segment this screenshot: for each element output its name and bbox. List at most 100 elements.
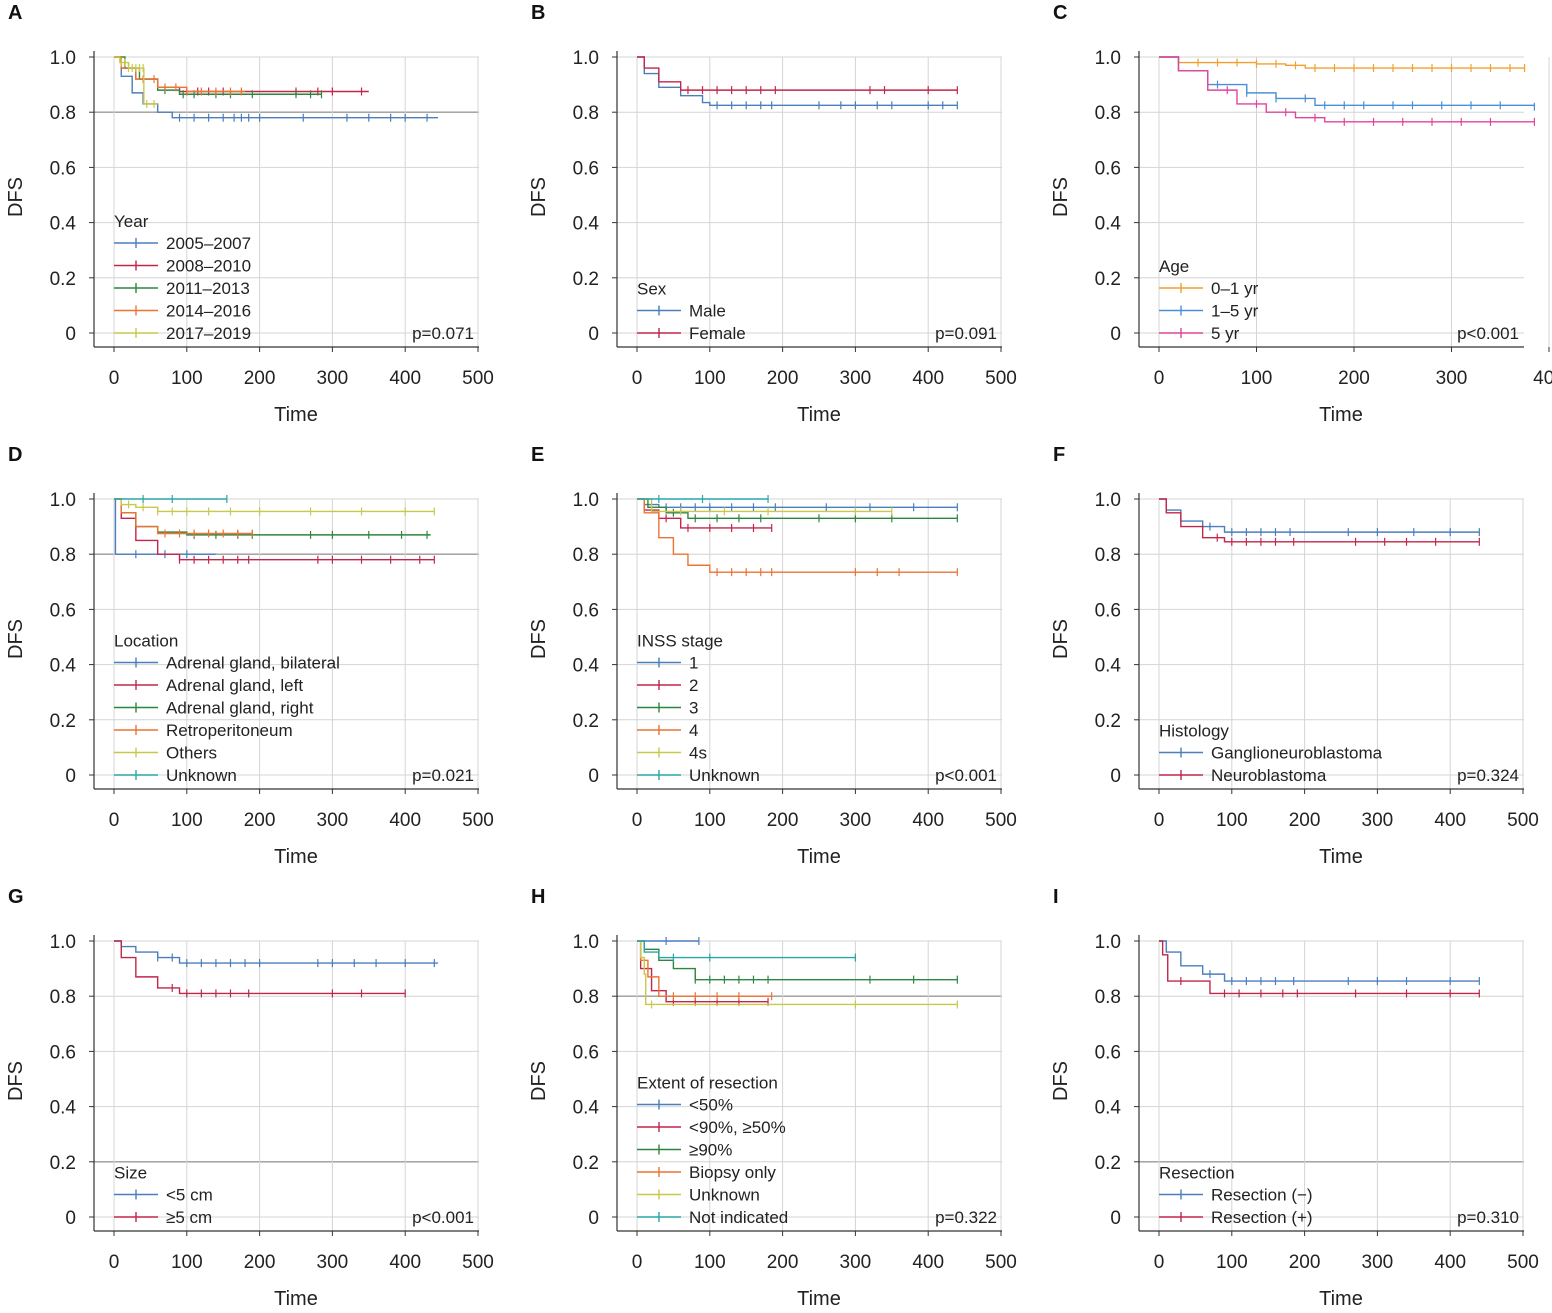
x-tick-label: 400 [912,810,944,831]
x-axis-title: Time [274,1288,318,1310]
y-tick-label: 0 [588,324,599,345]
survival-curve [114,56,322,95]
legend-label: 1–5 yr [1211,302,1259,321]
grid [617,56,1002,347]
legend-label: Others [166,744,217,763]
x-tick-label: 100 [694,1252,726,1273]
legend: Year 2005–2007 2008–2010 2011–2013 2014–2016… [114,212,251,343]
survival-curve [1159,498,1480,533]
legend-title: Histology [1159,722,1229,741]
y-tick-label: 0.4 [50,1098,77,1119]
y-tick-label: 0.8 [573,103,599,124]
x-axis-title: Time [274,404,318,426]
y-tick-label: 1.0 [50,932,76,953]
legend-title: Age [1159,257,1189,276]
legend-label: Adrenal gland, left [166,676,303,695]
x-tick-label: 0 [1154,1252,1165,1273]
series-1 [637,937,700,945]
survival-curve [114,498,216,555]
x-tick-label: 0 [632,368,643,389]
grid [1139,940,1524,1231]
y-axis-title: DFS [528,1061,550,1101]
y-tick-label: 0.2 [50,269,76,290]
legend-label: Biopsy only [689,1163,776,1182]
series-2 [1159,56,1536,111]
series-1 [1159,56,1526,73]
x-tick-label: 500 [1507,1252,1539,1273]
panel-letter: F [1053,444,1065,466]
x-tick-label: 100 [1241,368,1273,389]
panel-d: D 0 0.2 0.4 0.6 0.8 1.0 0 100 200 300 400 500 Time DFS… [5,444,494,868]
x-axis-title: Time [1319,1288,1363,1310]
x-tick-label: 400 [389,1252,421,1273]
survival-curve [1159,498,1480,543]
y-tick-label: 0.8 [50,545,76,566]
x-axis-title: Time [1319,846,1363,868]
x-tick-label: 100 [171,1252,203,1273]
x-tick-label: 100 [694,810,726,831]
x-tick-label: 100 [1216,1252,1248,1273]
legend-label: 2 [689,676,698,695]
y-tick-label: 0.2 [573,269,599,290]
survival-curve [1159,940,1480,995]
x-tick-label: 300 [1362,1252,1394,1273]
x-tick-label: 400 [912,1252,944,1273]
series-1 [114,940,438,968]
x-tick-label: 400 [1434,1252,1466,1273]
panel-letter: D [8,444,22,466]
series-1 [1159,940,1480,986]
y-tick-label: 0.2 [50,1153,76,1174]
x-tick-label: 200 [1338,368,1370,389]
x-tick-label: 400 [389,810,421,831]
y-tick-label: 0.8 [1095,545,1121,566]
y-tick-label: 0.4 [50,656,77,677]
grid [94,56,479,347]
panel-f: F 0 0.2 0.4 0.6 0.8 1.0 0 100 200 300 400 500 Time DFS… [1050,444,1539,868]
x-tick-label: 300 [1436,368,1468,389]
y-tick-label: 0 [588,1208,599,1229]
x-tick-label: 0 [1154,810,1165,831]
panel-letter: H [531,886,545,908]
p-value: p=0.310 [1457,1208,1519,1227]
x-axis-title: Time [1319,404,1363,426]
survival-curve [114,56,369,93]
x-tick-label: 500 [1507,810,1539,831]
legend-title: Size [114,1164,147,1183]
series-2 [1159,498,1480,546]
x-tick-label: 500 [462,368,494,389]
panel-letter: B [531,2,545,24]
legend-label: Not indicated [689,1208,788,1227]
survival-curve [114,56,158,105]
x-tick-label: 500 [985,368,1017,389]
p-value: p=0.071 [412,324,474,343]
survival-curve [1159,56,1525,69]
y-axis-title: DFS [1050,1061,1072,1101]
legend-label: <50% [689,1096,733,1115]
y-tick-label: 0.2 [1095,711,1121,732]
y-tick-label: 0 [588,766,599,787]
x-tick-label: 200 [244,810,276,831]
x-tick-label: 300 [840,1252,872,1273]
legend-title: Extent of resection [637,1074,778,1093]
series-1 [637,56,958,110]
series-1 [1159,498,1480,537]
legend-label: Ganglioneuroblastoma [1211,744,1383,763]
survival-curve [637,498,958,573]
y-tick-label: 0.4 [573,1098,600,1119]
y-tick-label: 0.4 [1095,1098,1122,1119]
legend: Histology Ganglioneuroblastoma Neuroblasto… [1159,722,1383,785]
legend-label: 5 yr [1211,324,1240,343]
x-axis-title: Time [274,846,318,868]
legend-label: Resection (−) [1211,1186,1313,1205]
grid [1139,56,1550,347]
survival-curve [637,940,958,1006]
y-tick-label: 0 [65,324,76,345]
x-tick-label: 300 [840,368,872,389]
x-tick-label: 200 [767,810,799,831]
series-5 [114,56,158,108]
series-2 [114,940,406,998]
y-tick-label: 0.6 [573,1042,599,1063]
legend-label: 2011–2013 [166,279,250,298]
survival-curve [637,940,856,959]
y-axis-title: DFS [5,1061,27,1101]
